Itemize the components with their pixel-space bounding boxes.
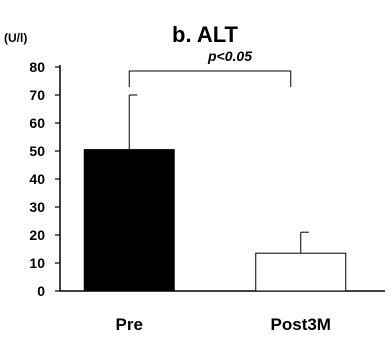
y-tick-label: 80 bbox=[29, 59, 45, 75]
significance-label: p<0.05 bbox=[207, 48, 252, 64]
significance-bracket bbox=[128, 70, 292, 87]
y-axis-label: (U/l) bbox=[4, 31, 27, 45]
y-tick-label: 0 bbox=[37, 283, 45, 299]
y-tick-label: 30 bbox=[29, 199, 45, 215]
y-tick-label: 60 bbox=[29, 115, 45, 131]
y-tick-label: 50 bbox=[29, 143, 45, 159]
y-tick-label: 10 bbox=[29, 255, 45, 271]
y-tick-label: 70 bbox=[29, 87, 45, 103]
x-tick-label: Pre bbox=[116, 315, 143, 334]
chart-title: b. ALT bbox=[172, 22, 239, 47]
y-tick-label: 20 bbox=[29, 227, 45, 243]
x-tick-label: Post3M bbox=[271, 315, 331, 334]
bar-pre bbox=[83, 149, 175, 292]
y-tick-label: 40 bbox=[29, 171, 45, 187]
bar-post3m bbox=[255, 252, 347, 292]
